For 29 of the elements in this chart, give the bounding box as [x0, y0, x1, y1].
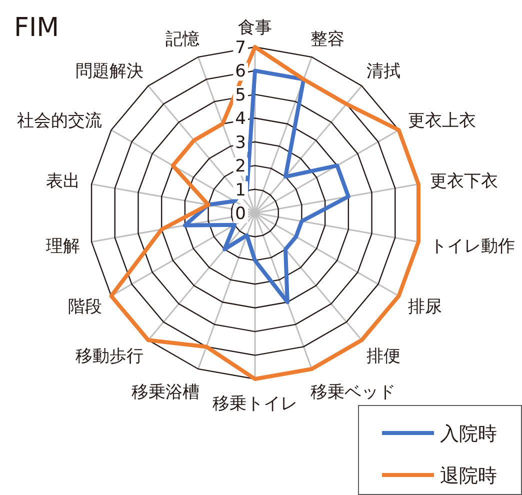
category: 食事: [238, 18, 272, 38]
title: FIM: [14, 13, 60, 43]
legend-label: 退院時: [440, 465, 497, 487]
category: 問題解決: [76, 62, 144, 82]
category: 階段: [68, 296, 102, 317]
category: 移乗トイレ: [212, 394, 298, 414]
category: 排便: [366, 346, 400, 366]
category: 移乗ベッド: [310, 382, 396, 403]
category: 更衣下衣: [430, 172, 498, 192]
tick: 5: [235, 85, 246, 106]
category: 移乗浴槽: [131, 382, 200, 403]
category: 社会的交流: [17, 111, 102, 132]
tick: 6: [235, 62, 246, 82]
tick: 0: [235, 204, 246, 224]
category: 移動歩行: [76, 346, 144, 366]
category: 清拭: [366, 62, 400, 82]
tick: 7: [235, 38, 246, 58]
category: 表出: [46, 172, 80, 192]
tick: 2: [235, 156, 246, 177]
category: トイレ動作: [430, 236, 516, 256]
category: 更衣上衣: [408, 111, 476, 132]
category: 排尿: [408, 296, 442, 317]
category: 整容: [310, 29, 345, 50]
tick: 4: [235, 109, 246, 130]
tick: 1: [235, 180, 246, 200]
legend-label: 入院時: [440, 423, 497, 445]
category: 理解: [46, 236, 80, 256]
tick: 3: [235, 132, 246, 153]
category: 記憶: [165, 29, 200, 50]
